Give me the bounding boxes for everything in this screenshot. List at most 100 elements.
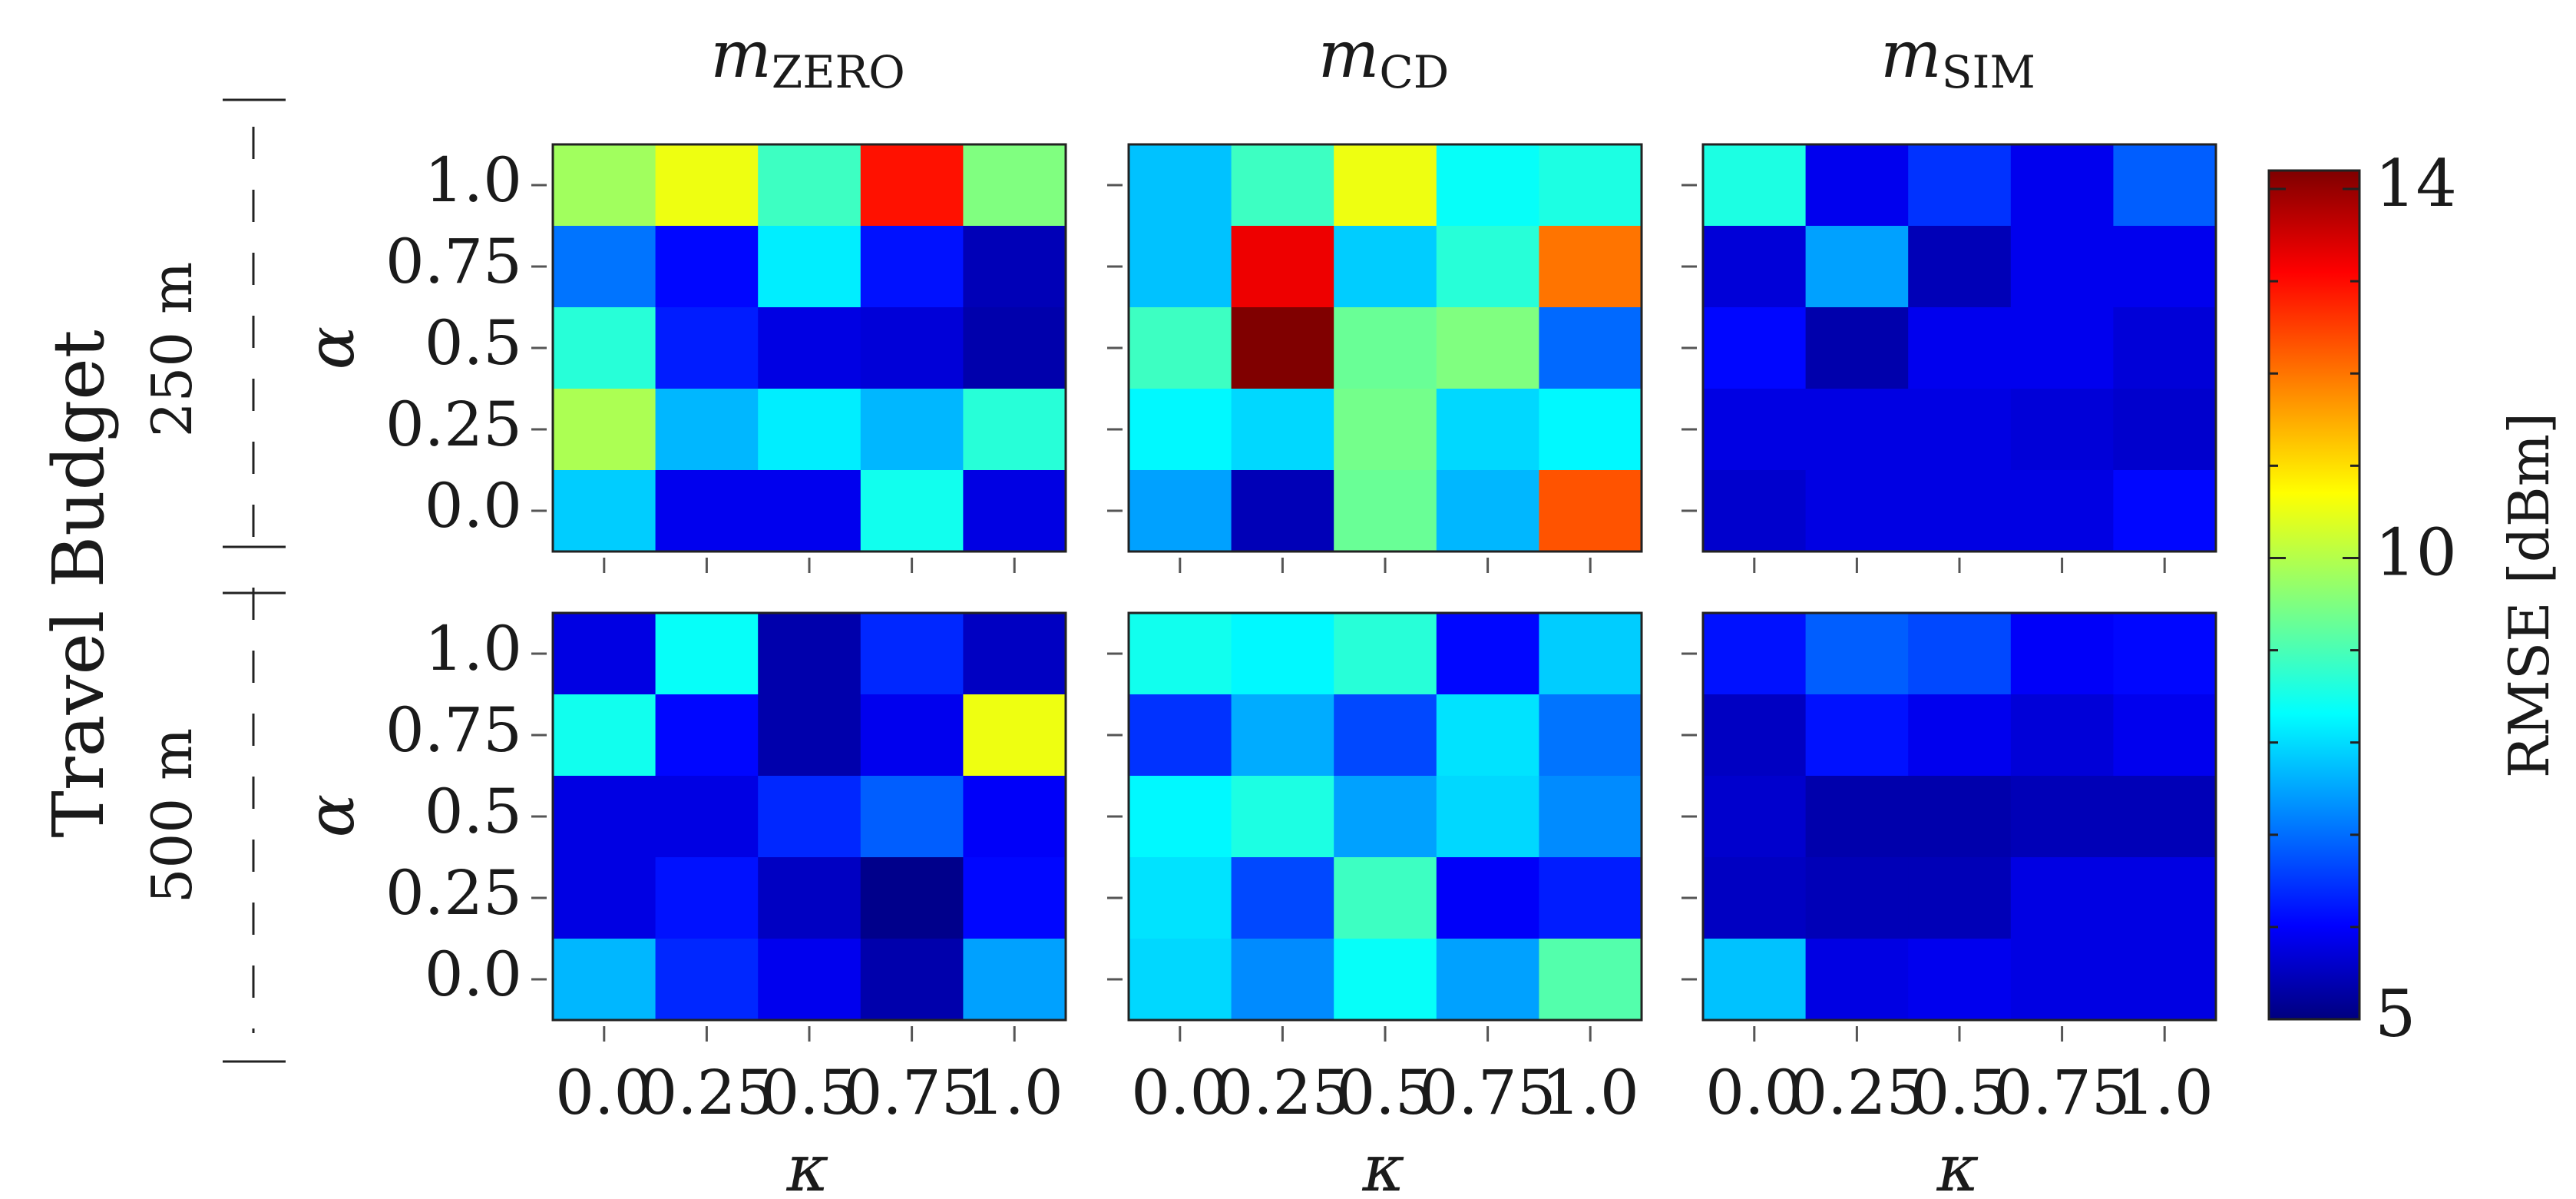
heatmap-cell (860, 470, 964, 552)
heatmap-cell (758, 857, 861, 939)
row-label-250m: 250 m (140, 262, 204, 438)
heatmap-cell (758, 613, 861, 695)
y-tick-label: 0.75 (385, 694, 522, 766)
heatmap-cell (963, 226, 1066, 308)
heatmap-cell (1231, 939, 1334, 1021)
heatmap-cell (1129, 776, 1232, 858)
heatmap-cell (1334, 857, 1437, 939)
heatmap-cell (2010, 776, 2114, 858)
x-tick-label: 0.0 (555, 1057, 653, 1128)
heatmap-cell (655, 470, 759, 552)
colorbar: 5 10 14 RMSE [dBm] (2267, 146, 2561, 1052)
heatmap-cell (1539, 939, 1642, 1021)
heatmap-cell (963, 470, 1066, 552)
heatmap-cell (1539, 307, 1642, 389)
heatmap-cell (1805, 613, 1909, 695)
heatmap-cell (1805, 470, 1909, 552)
heatmap-cell (1231, 776, 1334, 858)
heatmap-cell (1231, 389, 1334, 471)
heatmap-cell (2010, 939, 2114, 1021)
heatmap-cell (758, 694, 861, 777)
col-title-sim-main: m (1880, 17, 1942, 92)
y-axis-label-row2: α (293, 794, 369, 838)
heatmap-cell (1129, 694, 1232, 777)
y-axis-label-row1: α (293, 326, 369, 370)
heatmap-cell (1334, 389, 1437, 471)
heatmap-cell (1334, 776, 1437, 858)
colorbar-tick-label: 5 (2375, 976, 2416, 1052)
x-tick-label: 0.5 (1910, 1057, 2008, 1128)
heatmap-cell (1231, 226, 1334, 308)
heatmap-cell (1334, 307, 1437, 389)
heatmap-cell (2010, 144, 2114, 227)
heatmap-cell (860, 857, 964, 939)
x-tick-label: 0.5 (760, 1057, 858, 1128)
heatmap-cell (2010, 857, 2114, 939)
heatmap-cell (860, 307, 964, 389)
heatmap-cell (1334, 144, 1437, 227)
heatmap-cell (2010, 613, 2114, 695)
heatmap-panel-500m-zero: 1.00.750.50.250.00.00.250.50.751.0 (385, 611, 1067, 1128)
heatmap-cell (553, 694, 656, 777)
x-tick-label: 0.0 (1705, 1057, 1803, 1128)
heatmap-cell (2113, 694, 2217, 777)
heatmap-cell (1703, 857, 1807, 939)
heatmap-cell (1231, 144, 1334, 227)
heatmap-cell (1908, 857, 2012, 939)
col-title-cd-sub: CD (1379, 46, 1449, 98)
heatmap-cell (1805, 226, 1909, 308)
heatmap-cell (1231, 307, 1334, 389)
col-title-zero-sub: ZERO (772, 46, 905, 98)
heatmap-cell (1539, 389, 1642, 471)
colorbar-label: RMSE [dBm] (2497, 412, 2561, 778)
heatmap-cell (860, 613, 964, 695)
heatmap-cell (860, 144, 964, 227)
heatmap-cell (2113, 776, 2217, 858)
heatmap-cell (2010, 389, 2114, 471)
heatmap-cell (655, 939, 759, 1021)
heatmap-cell (1231, 613, 1334, 695)
heatmap-cell (553, 939, 656, 1021)
heatmap-cell (758, 939, 861, 1021)
colorbar-tick-label: 10 (2375, 515, 2457, 590)
heatmap-cell (1129, 307, 1232, 389)
heatmap-cell (2113, 470, 2217, 552)
heatmap-cell (963, 694, 1066, 777)
heatmap-cell (1805, 857, 1909, 939)
col-title-cd: mCD (1318, 17, 1450, 98)
heatmap-cell (1805, 307, 1909, 389)
heatmap-cell (1334, 694, 1437, 777)
heatmap-cell (1334, 939, 1437, 1021)
heatmap-cell (963, 613, 1066, 695)
heatmap-cell (860, 389, 964, 471)
heatmap-cell (1703, 939, 1807, 1021)
heatmap-cell (2010, 307, 2114, 389)
heatmap-cell (2113, 144, 2217, 227)
heatmap-cell (1703, 470, 1807, 552)
y-tick-label: 0.25 (385, 857, 522, 929)
heatmap-cell (1334, 613, 1437, 695)
heatmap-cell (2113, 939, 2217, 1021)
heatmap-cell (1703, 694, 1807, 777)
panel-frame (1127, 611, 1643, 1022)
col-title-zero: mZERO (710, 17, 905, 98)
heatmap-cell (2113, 613, 2217, 695)
heatmap-cell (1436, 857, 1539, 939)
heatmap-cell (1231, 470, 1334, 552)
heatmap-cell (1129, 939, 1232, 1021)
heatmap-cell (860, 226, 964, 308)
heatmap-cell (553, 613, 656, 695)
col-title-sim-sub: SIM (1942, 46, 2035, 98)
heatmap-cell (553, 389, 656, 471)
panel-frame (1701, 143, 2217, 553)
panel-frame (551, 611, 1067, 1022)
heatmap-cell (2113, 857, 2217, 939)
heatmap-cell (1703, 613, 1807, 695)
heatmap-cell (758, 389, 861, 471)
heatmap-cell (1805, 939, 1909, 1021)
x-axis-label-cd: κ (1361, 1131, 1404, 1199)
heatmap-cell (1908, 776, 2012, 858)
heatmap-cell (553, 307, 656, 389)
heatmap-cell (1908, 939, 2012, 1021)
